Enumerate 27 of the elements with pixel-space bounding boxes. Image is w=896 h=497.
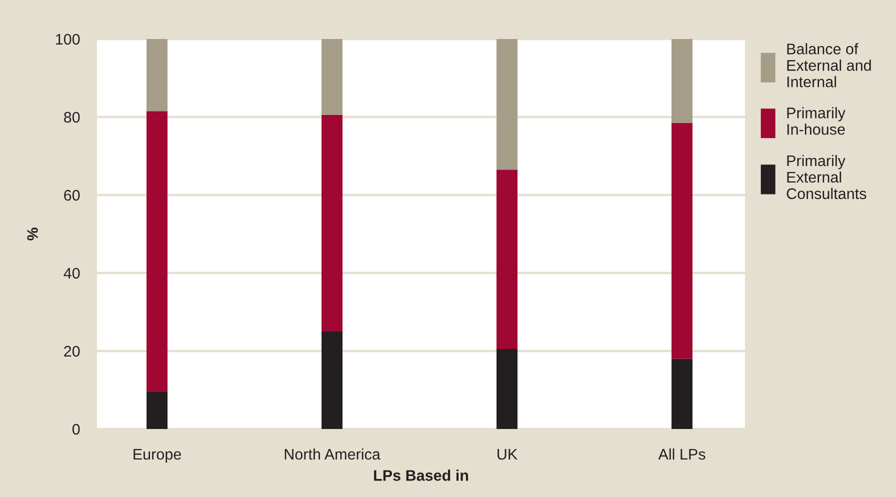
bar — [496, 170, 518, 350]
y-tick-label: 40 — [64, 268, 80, 279]
bar — [146, 392, 168, 429]
bar — [672, 358, 692, 429]
bar — [672, 122, 692, 359]
bar — [496, 349, 518, 429]
bar — [146, 39, 168, 112]
y-tick-label: 100 — [56, 34, 80, 45]
bar — [322, 39, 343, 116]
bar — [146, 111, 168, 392]
y-axis-title: % — [27, 228, 38, 240]
bar — [322, 332, 343, 429]
y-tick-label: 20 — [64, 346, 80, 357]
x-tick-label: North America — [284, 448, 380, 460]
x-axis-title: LPs Based in — [374, 470, 468, 481]
legend-label: Balance of External and Internal — [787, 43, 871, 88]
x-tick-label: Europe — [134, 449, 181, 463]
legend-label: Primarily External Consultants — [786, 154, 866, 200]
bar — [672, 39, 692, 123]
x-tick-label: UK — [498, 449, 518, 460]
bar — [496, 39, 518, 170]
bar — [322, 115, 343, 332]
legend-label: Primarily In-house — [787, 107, 846, 135]
y-tick-label: 60 — [64, 190, 80, 201]
y-tick-label: 0 — [72, 424, 80, 435]
y-tick-label: 80 — [64, 112, 80, 123]
x-tick-label: All LPs — [658, 448, 706, 460]
